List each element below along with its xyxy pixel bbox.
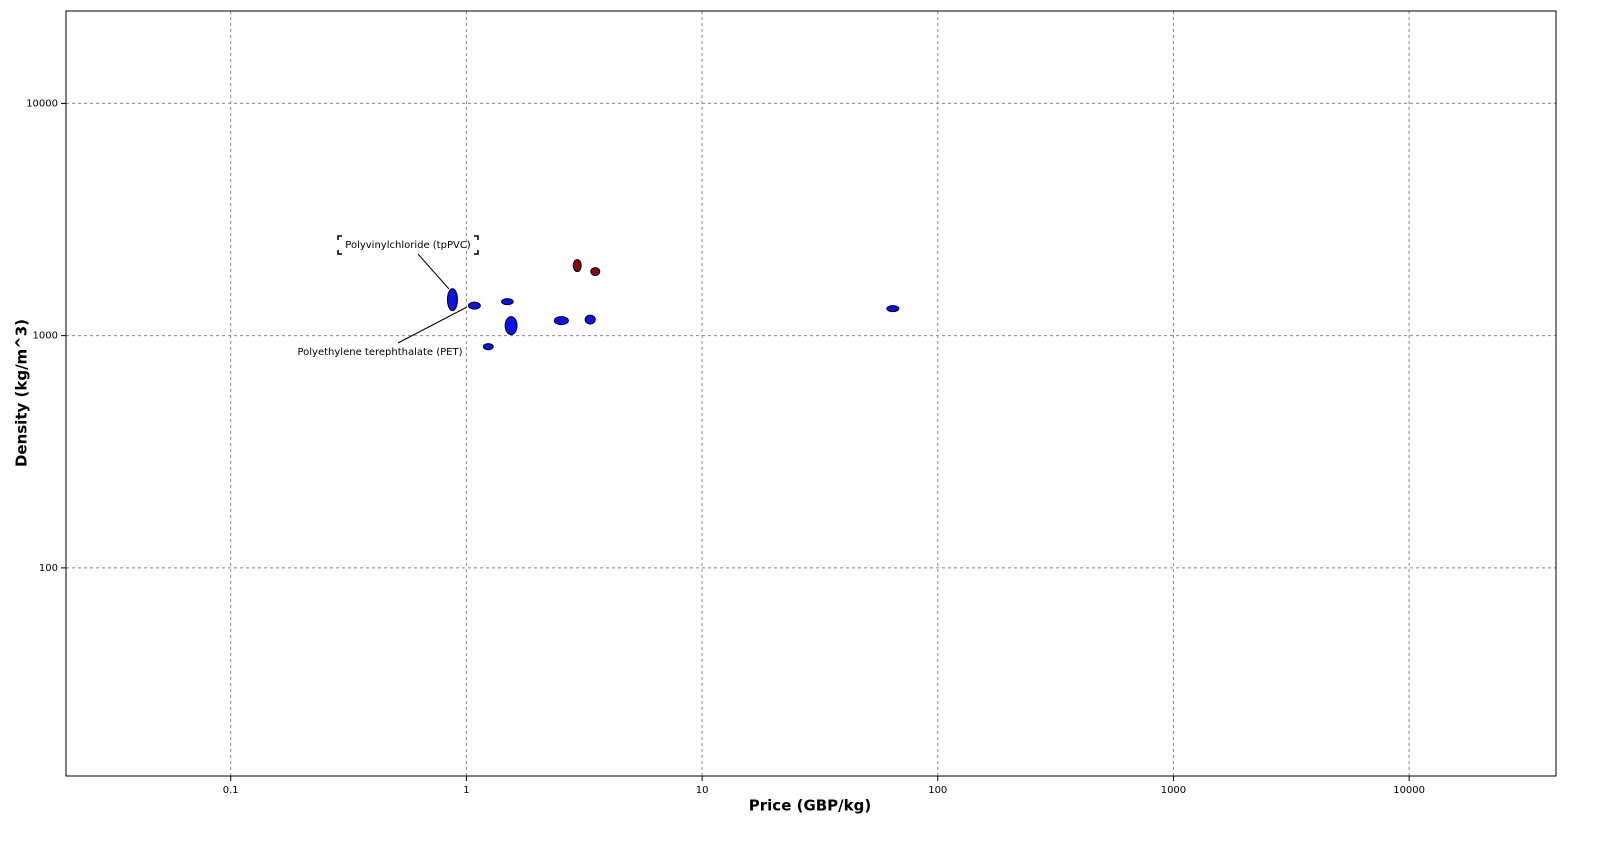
label-corner bbox=[474, 250, 479, 255]
range-bubble bbox=[467, 301, 481, 310]
range-bubble bbox=[446, 288, 458, 312]
x-tick-label: 10000 bbox=[1393, 785, 1425, 796]
range-bubble bbox=[572, 259, 582, 273]
x-tick-label: 1000 bbox=[1161, 785, 1186, 796]
range-bubble bbox=[886, 305, 900, 313]
x-tick-label: 10 bbox=[696, 785, 709, 796]
range-bubble bbox=[590, 267, 601, 277]
y-axis-title: Density (kg/m^3) bbox=[13, 319, 31, 467]
range-bubble bbox=[584, 314, 596, 325]
range-bubble bbox=[501, 298, 514, 306]
label-corner bbox=[337, 235, 342, 240]
leader-line bbox=[397, 306, 468, 344]
range-bubble bbox=[553, 316, 569, 326]
label-corner bbox=[474, 235, 479, 240]
y-tick-label: 1000 bbox=[33, 331, 58, 342]
plot-frame bbox=[65, 10, 1557, 777]
range-bubble bbox=[482, 343, 494, 351]
range-bubble bbox=[504, 316, 518, 336]
x-tick-label: 100 bbox=[928, 785, 947, 796]
annotation: Polyvinylchloride (tpPVC) bbox=[345, 240, 471, 251]
y-tick-label: 10000 bbox=[26, 98, 58, 109]
x-axis-title: Price (GBP/kg) bbox=[749, 797, 871, 815]
annotation: Polyethylene terephthalate (PET) bbox=[297, 347, 462, 358]
x-tick-label: 0.1 bbox=[223, 785, 239, 796]
label-corner bbox=[337, 250, 342, 255]
y-tick-label: 100 bbox=[39, 563, 58, 574]
x-tick-label: 1 bbox=[463, 785, 469, 796]
leader-line bbox=[417, 253, 450, 290]
